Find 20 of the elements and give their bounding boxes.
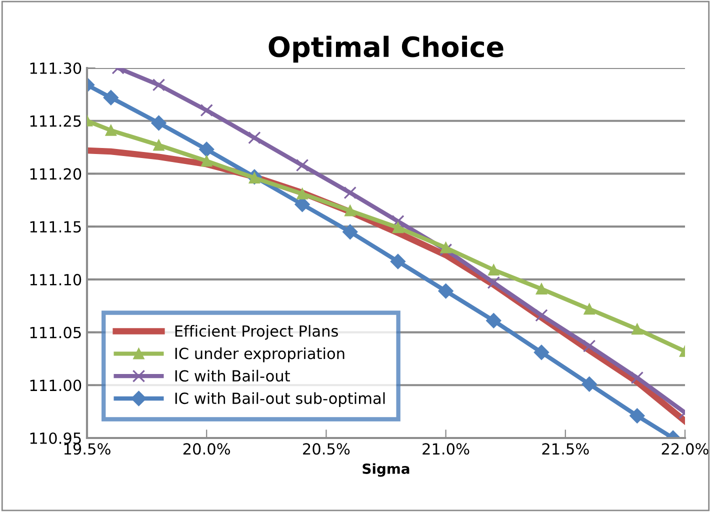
- y-tick-label: 110.95: [30, 432, 81, 444]
- legend-label: IC under expropriation: [175, 347, 344, 362]
- x-tick-label: 21.5%: [542, 443, 589, 455]
- y-tick-label: 111.10: [30, 274, 82, 286]
- y-tick-label: 111.05: [30, 326, 81, 338]
- y-tick-label: 111.00: [30, 380, 82, 392]
- x-axis-title: Sigma: [362, 463, 410, 477]
- y-tick-label: 111.20: [30, 168, 82, 180]
- y-tick-label: 111.30: [30, 62, 82, 74]
- x-tick-label: 22.0%: [662, 443, 708, 455]
- legend-label: IC with Bail-out sub-optimal: [175, 392, 385, 408]
- x-tick-label: 20.5%: [303, 443, 350, 455]
- x-tick-label: 19.5%: [64, 443, 110, 455]
- x-tick-label: 20.0%: [183, 443, 230, 455]
- y-tick-label: 111.15: [30, 221, 81, 233]
- chart-title: Optimal Choice: [268, 36, 504, 63]
- legend-label: Efficient Project Plans: [175, 324, 338, 340]
- x-tick-label: 21.0%: [422, 443, 470, 455]
- y-tick-label: 111.25: [30, 115, 81, 127]
- legend-label: IC with Bail-out: [175, 370, 290, 382]
